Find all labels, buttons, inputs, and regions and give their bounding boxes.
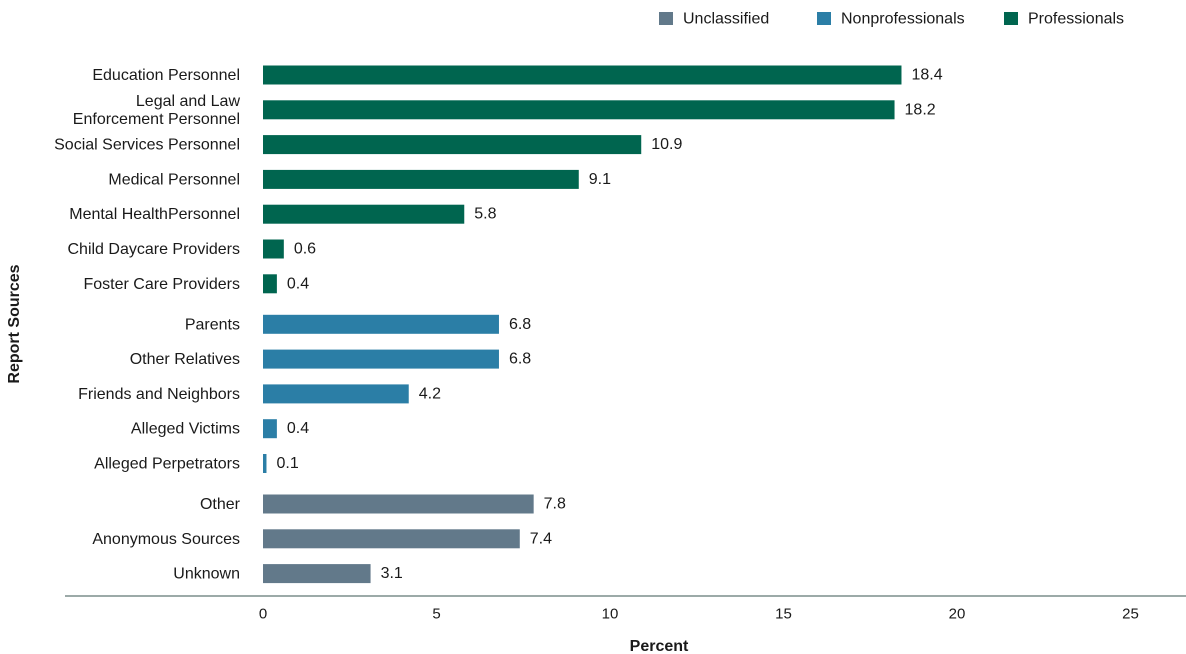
x-tick-label: 5	[432, 606, 440, 623]
value-label: 0.4	[287, 275, 309, 292]
bar	[263, 65, 902, 85]
x-tick-label: 10	[602, 606, 619, 623]
value-label: 6.8	[509, 351, 531, 368]
bar	[263, 314, 499, 334]
bar	[263, 384, 409, 404]
category-label: Alleged Perpetrators	[94, 455, 240, 472]
legend-label: Unclassified	[683, 11, 769, 28]
legend-swatch	[817, 12, 831, 25]
category-label: Education Personnel	[92, 67, 240, 84]
value-label: 9.1	[589, 171, 611, 188]
bar	[263, 454, 267, 473]
value-label: 18.2	[905, 101, 936, 118]
y-axis-title: Report Sources	[6, 264, 23, 383]
value-label: 7.4	[530, 530, 552, 547]
legend-label: Professionals	[1028, 11, 1124, 28]
value-label: 5.8	[474, 206, 496, 223]
value-label: 18.4	[911, 67, 942, 84]
value-label: 4.2	[419, 385, 441, 402]
category-label: Child Daycare Providers	[67, 241, 240, 258]
category-label: Unknown	[173, 565, 240, 582]
bar	[263, 239, 284, 259]
category-label: Foster Care Providers	[84, 275, 241, 292]
x-tick-label: 15	[775, 606, 792, 623]
legend-swatch	[1004, 12, 1018, 25]
x-tick-label: 20	[949, 606, 966, 623]
category-label: Social Services Personnel	[54, 136, 240, 153]
category-label: Anonymous Sources	[92, 530, 240, 547]
value-label: 0.4	[287, 420, 309, 437]
bar	[263, 529, 520, 549]
bar	[263, 274, 277, 294]
category-label: Other Relatives	[130, 351, 240, 368]
value-labels: 18.4 18.2 10.9 9.1 5.8 0.6 0.4 6.8 6.8 4.2 0.4 0.1 7…	[276, 67, 942, 583]
bars-group	[263, 65, 902, 584]
bar	[263, 169, 579, 189]
category-label: Legal and Law Enforcement Personnel	[73, 93, 241, 128]
x-axis-title: Percent	[630, 638, 689, 654]
legend-label: Nonprofessionals	[841, 11, 965, 28]
value-label: 3.1	[381, 565, 403, 582]
category-label: Alleged Victims	[131, 420, 240, 437]
value-label: 10.9	[651, 136, 682, 153]
bar	[263, 419, 277, 439]
value-label: 7.8	[544, 496, 566, 513]
x-tick-label: 0	[259, 606, 267, 623]
bar	[263, 204, 465, 224]
bar	[263, 135, 642, 155]
bar	[263, 349, 499, 369]
legend: Unclassified Nonprofessionals Professional…	[659, 11, 1124, 28]
category-label: Mental HealthPersonnel	[69, 206, 240, 223]
bar	[263, 564, 371, 584]
value-label: 0.6	[294, 241, 316, 258]
category-labels: Education Personnel Legal and Law Enforcem…	[54, 67, 241, 583]
category-label: Medical Personnel	[108, 171, 240, 188]
x-tick-label: 25	[1122, 606, 1139, 623]
value-label: 6.8	[509, 316, 531, 333]
category-label: Parents	[185, 316, 240, 333]
category-label: Other	[200, 496, 241, 513]
bar	[263, 494, 534, 514]
legend-swatch	[659, 12, 673, 25]
x-tick-labels: 0 5 10 15 20 25	[259, 606, 1139, 623]
value-label: 0.1	[276, 455, 298, 472]
category-label: Friends and Neighbors	[78, 385, 240, 402]
bar	[263, 100, 895, 120]
